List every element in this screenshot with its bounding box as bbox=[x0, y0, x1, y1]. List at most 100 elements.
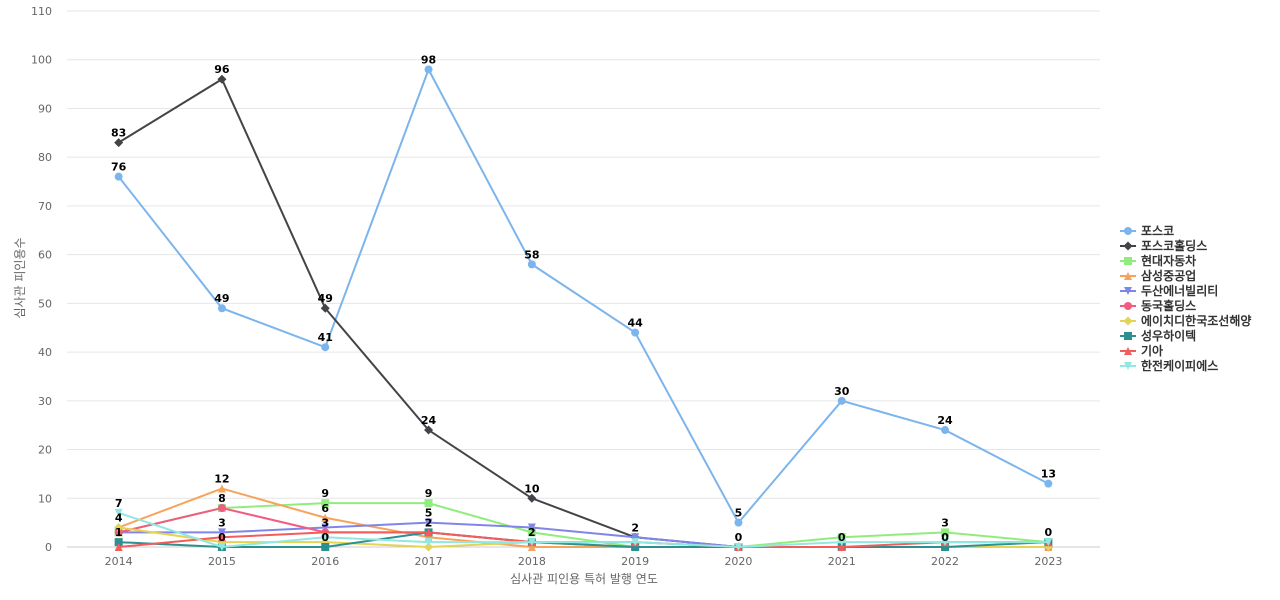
data-point[interactable] bbox=[941, 528, 950, 537]
data-point[interactable] bbox=[631, 543, 640, 551]
data-point[interactable] bbox=[321, 523, 330, 532]
legend-label: 포스코 bbox=[1141, 224, 1174, 238]
data-point[interactable] bbox=[114, 508, 123, 517]
series-line[interactable] bbox=[118, 511, 1049, 549]
data-label: 98 bbox=[421, 53, 436, 66]
legend-marker bbox=[1124, 332, 1132, 340]
data-point[interactable] bbox=[527, 523, 536, 532]
data-point[interactable] bbox=[631, 328, 640, 337]
data-point[interactable] bbox=[424, 425, 434, 435]
data-point[interactable] bbox=[217, 528, 226, 537]
data-point[interactable] bbox=[941, 426, 950, 435]
data-point[interactable] bbox=[837, 533, 846, 542]
data-point[interactable] bbox=[321, 533, 330, 542]
legend-item[interactable]: 두산에너빌리티 bbox=[1120, 283, 1218, 298]
data-point[interactable] bbox=[114, 138, 124, 148]
y-tick-label: 30 bbox=[38, 395, 52, 408]
data-point[interactable] bbox=[217, 74, 227, 84]
data-point[interactable] bbox=[114, 538, 123, 547]
data-point[interactable] bbox=[424, 518, 433, 527]
data-point[interactable] bbox=[941, 543, 950, 551]
data-point[interactable] bbox=[941, 538, 950, 547]
data-point[interactable] bbox=[320, 303, 330, 313]
data-label: 7 bbox=[115, 497, 123, 510]
series-line[interactable] bbox=[118, 502, 1049, 548]
data-point[interactable] bbox=[424, 528, 433, 537]
legend-label: 삼성중공업 bbox=[1141, 268, 1196, 283]
data-point[interactable] bbox=[424, 499, 433, 508]
data-point[interactable] bbox=[424, 65, 433, 74]
data-label: 8 bbox=[218, 492, 226, 505]
legend-label: 성우하이텍 bbox=[1141, 328, 1196, 343]
data-point[interactable] bbox=[527, 260, 536, 269]
legend-marker bbox=[1123, 241, 1133, 251]
legend-marker bbox=[1124, 302, 1132, 310]
data-point[interactable] bbox=[527, 543, 536, 551]
data-point[interactable] bbox=[734, 518, 743, 527]
y-tick-label: 20 bbox=[38, 444, 52, 457]
data-point[interactable] bbox=[217, 533, 226, 542]
data-point[interactable] bbox=[527, 528, 536, 537]
x-tick-label: 2015 bbox=[208, 555, 236, 568]
data-point[interactable] bbox=[321, 543, 330, 551]
legend[interactable]: 포스코포스코홀딩스현대자동차삼성중공업두산에너빌리티동국홀딩스에이치디한국조선해… bbox=[1120, 224, 1251, 373]
data-point[interactable] bbox=[527, 493, 537, 503]
y-axis: 0 10 20 30 40 50 60 70 80 90 100 110 bbox=[31, 5, 52, 554]
y-tick-label: 0 bbox=[45, 541, 52, 554]
data-point[interactable] bbox=[217, 304, 226, 313]
data-point[interactable] bbox=[114, 528, 123, 537]
legend-label: 두산에너빌리티 bbox=[1141, 283, 1218, 298]
data-point[interactable] bbox=[1044, 538, 1053, 547]
data-point[interactable] bbox=[837, 538, 846, 547]
legend-item[interactable]: 현대자동차 bbox=[1120, 253, 1196, 268]
legend-label: 현대자동차 bbox=[1141, 253, 1196, 268]
data-point[interactable] bbox=[114, 523, 124, 533]
data-point[interactable] bbox=[321, 513, 330, 522]
data-point[interactable] bbox=[837, 396, 846, 405]
legend-item[interactable]: 포스코홀딩스 bbox=[1120, 238, 1207, 253]
data-label: 2 bbox=[631, 521, 639, 534]
data-label: 6 bbox=[321, 502, 329, 515]
data-point[interactable] bbox=[527, 538, 536, 547]
data-point[interactable] bbox=[217, 484, 226, 493]
series-line[interactable] bbox=[118, 77, 1049, 548]
data-label: 2 bbox=[528, 526, 536, 539]
legend-marker bbox=[1124, 227, 1132, 235]
data-point[interactable] bbox=[114, 172, 123, 181]
series-line[interactable] bbox=[118, 531, 1049, 548]
legend-item[interactable]: 기아 bbox=[1120, 343, 1163, 358]
data-point[interactable] bbox=[321, 499, 330, 508]
data-point[interactable] bbox=[114, 543, 123, 551]
data-label: 0 bbox=[1045, 526, 1053, 539]
legend-marker bbox=[1124, 287, 1132, 295]
legend-item[interactable]: 포스코 bbox=[1120, 224, 1174, 238]
legend-item[interactable]: 에이치디한국조선해양 bbox=[1120, 313, 1251, 328]
data-point[interactable] bbox=[217, 543, 226, 551]
data-point[interactable] bbox=[837, 543, 846, 551]
data-point[interactable] bbox=[424, 542, 434, 552]
data-point[interactable] bbox=[631, 533, 640, 542]
data-point[interactable] bbox=[321, 343, 330, 352]
data-point[interactable] bbox=[1044, 479, 1053, 488]
y-tick-label: 40 bbox=[38, 346, 52, 359]
data-label: 49 bbox=[318, 292, 333, 305]
data-point[interactable] bbox=[734, 543, 743, 551]
legend-label: 기아 bbox=[1141, 343, 1163, 358]
y-tick-label: 80 bbox=[38, 151, 52, 164]
data-point[interactable] bbox=[217, 504, 226, 513]
legend-item[interactable]: 한전케이피에스 bbox=[1120, 358, 1218, 373]
data-label: 58 bbox=[524, 248, 539, 261]
data-label: 13 bbox=[1041, 468, 1056, 481]
legend-item[interactable]: 성우하이텍 bbox=[1120, 328, 1196, 343]
data-point[interactable] bbox=[424, 538, 433, 547]
data-point[interactable] bbox=[631, 538, 640, 547]
data-label: 3 bbox=[321, 516, 329, 529]
legend-item[interactable]: 동국홀딩스 bbox=[1120, 298, 1196, 313]
data-label: 3 bbox=[218, 516, 226, 529]
data-label: 0 bbox=[218, 531, 226, 544]
data-label: 10 bbox=[524, 482, 540, 495]
legend-item[interactable]: 삼성중공업 bbox=[1120, 268, 1196, 283]
series-line[interactable] bbox=[117, 67, 1049, 525]
